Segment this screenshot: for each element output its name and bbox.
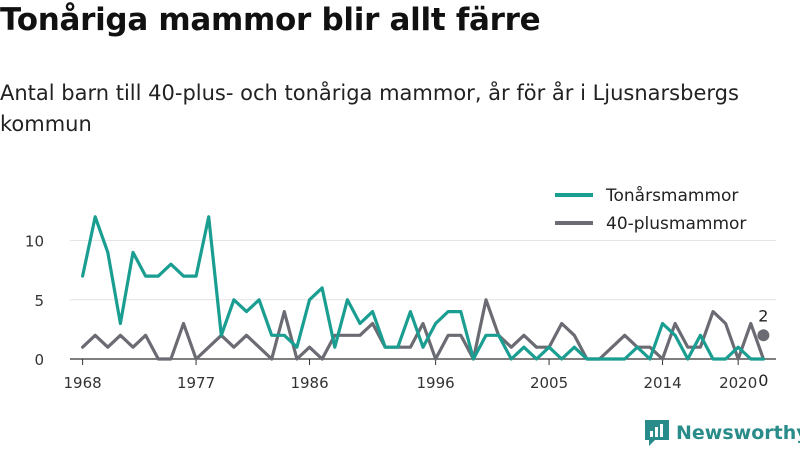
y-tick-label: 10 — [25, 233, 44, 251]
y-tick-label: 5 — [34, 292, 44, 310]
x-tick-label: 2020 — [719, 374, 757, 392]
x-tick-label: 2014 — [643, 374, 681, 392]
legend-label: Tonårsmammor — [605, 185, 738, 206]
brand-logo[interactable]: Newsworthy — [645, 420, 800, 446]
series-line-40-plusmammor — [80, 298, 766, 361]
newsworthy-logo-icon — [645, 420, 669, 446]
chart-title: Tonåriga mammor blir allt färre — [0, 2, 541, 38]
data-label: 2 — [758, 306, 768, 325]
x-tick-label: 1968 — [64, 374, 102, 392]
x-tick-label: 2005 — [530, 374, 568, 392]
legend-label: 40-plusmammor — [606, 214, 746, 234]
y-tick-label: 0 — [34, 351, 44, 369]
x-tick-label: 1986 — [290, 374, 328, 392]
x-tick-label: 1996 — [417, 374, 455, 392]
end-point-marker — [757, 329, 770, 342]
data-label: 0 — [758, 371, 768, 390]
brand-name: Newsworthy — [676, 422, 800, 444]
chart-subtitle: Antal barn till 40-plus- och tonåriga ma… — [0, 81, 739, 136]
series-line-tonarsmammor — [80, 215, 766, 361]
x-tick-label: 1977 — [177, 374, 215, 392]
